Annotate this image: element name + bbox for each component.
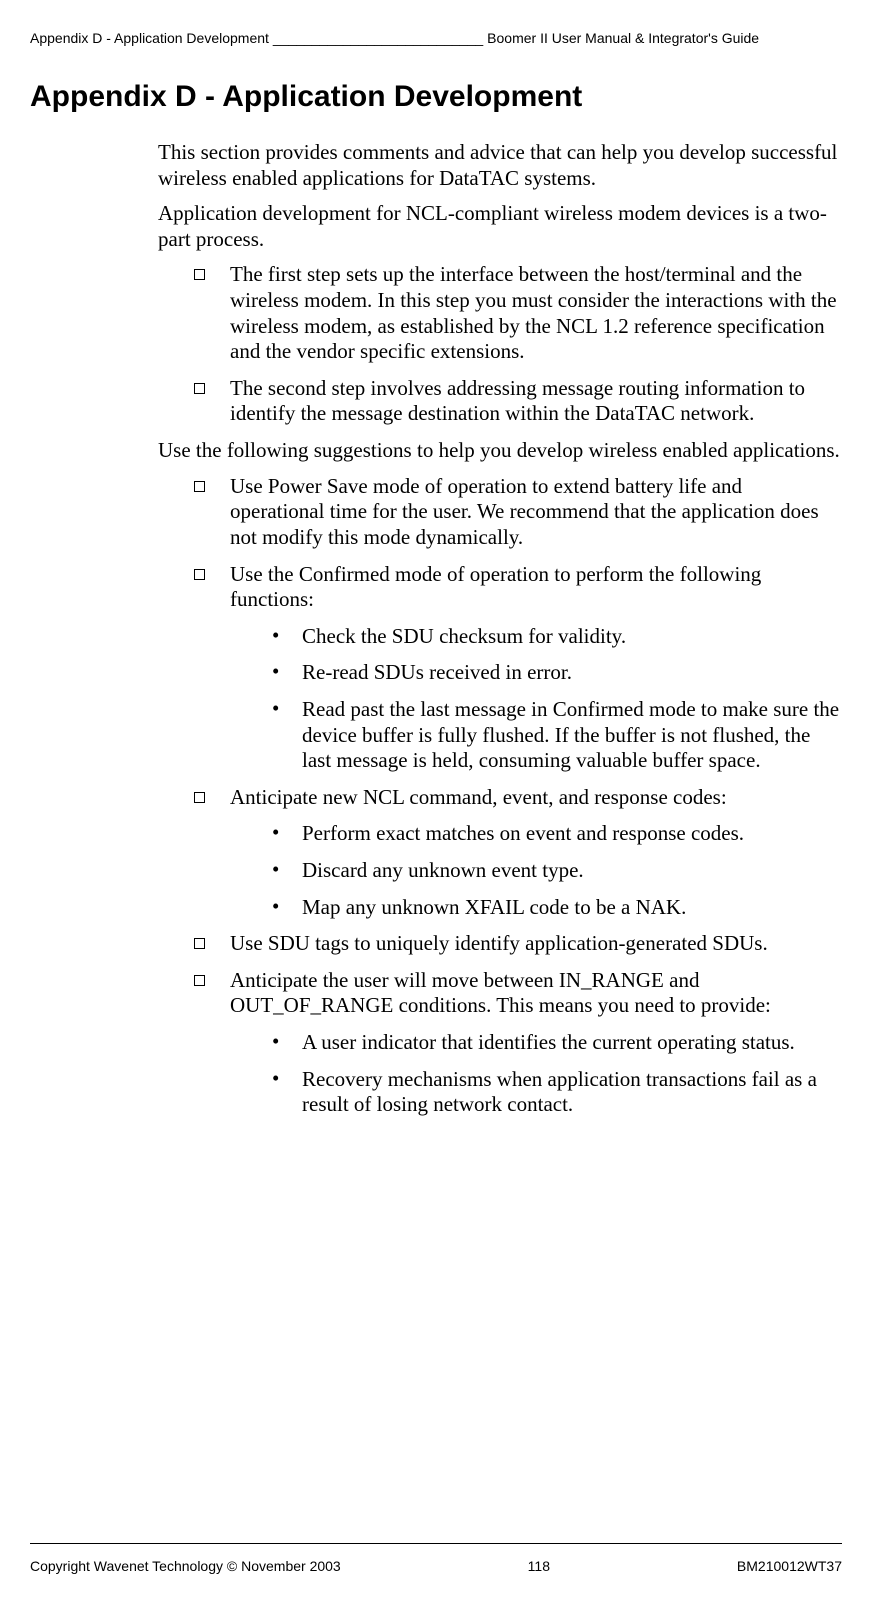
page-header: Appendix D - Application Development ___… [30,30,842,46]
footer-copyright: Copyright Wavenet Technology © November … [30,1558,341,1574]
suggestion-confirmed-mode-text: Use the Confirmed mode of operation to p… [230,562,761,612]
range-sub-recovery: Recovery mechanisms when application tra… [266,1067,840,1118]
process-list: The first step sets up the interface bet… [158,262,840,427]
suggestion-power-save: Use Power Save mode of operation to exte… [194,474,840,551]
confirmed-sub-checksum: Check the SDU checksum for validity. [266,624,840,650]
ncl-sub-map-xfail: Map any unknown XFAIL code to be a NAK. [266,895,840,921]
page-footer: Copyright Wavenet Technology © November … [30,1543,842,1574]
confirmed-sub-readpast: Read past the last message in Confirmed … [266,697,840,774]
intro-paragraph-2: Application development for NCL-complian… [158,201,840,252]
intro-paragraph-1: This section provides comments and advic… [158,140,840,191]
confirmed-mode-sublist: Check the SDU checksum for validity. Re-… [230,624,840,774]
body-content: This section provides comments and advic… [158,140,840,1118]
range-sublist: A user indicator that identifies the cur… [230,1030,840,1118]
suggestion-range-text: Anticipate the user will move between IN… [230,968,771,1018]
suggestions-list: Use Power Save mode of operation to exte… [158,474,840,1118]
header-left: Appendix D - Application Development [30,30,269,46]
range-sub-indicator: A user indicator that identifies the cur… [266,1030,840,1056]
anticipate-ncl-sublist: Perform exact matches on event and respo… [230,821,840,920]
page-title: Appendix D - Application Development [30,80,842,114]
suggestion-sdu-tags: Use SDU tags to uniquely identify applic… [194,931,840,957]
suggestions-intro: Use the following suggestions to help yo… [158,438,840,464]
ncl-sub-exact-match: Perform exact matches on event and respo… [266,821,840,847]
suggestion-range-conditions: Anticipate the user will move between IN… [194,968,840,1118]
footer-doc-id: BM210012WT37 [737,1558,842,1574]
suggestion-anticipate-ncl-text: Anticipate new NCL command, event, and r… [230,785,727,809]
ncl-sub-discard: Discard any unknown event type. [266,858,840,884]
confirmed-sub-reread: Re-read SDUs received in error. [266,660,840,686]
process-item-1: The first step sets up the interface bet… [194,262,840,364]
header-right: Boomer II User Manual & Integrator's Gui… [487,30,759,46]
process-item-2: The second step involves addressing mess… [194,376,840,427]
suggestion-anticipate-ncl: Anticipate new NCL command, event, and r… [194,785,840,920]
suggestion-confirmed-mode: Use the Confirmed mode of operation to p… [194,562,840,774]
footer-page-number: 118 [528,1558,550,1574]
header-separator: ___________________________ [273,30,483,46]
